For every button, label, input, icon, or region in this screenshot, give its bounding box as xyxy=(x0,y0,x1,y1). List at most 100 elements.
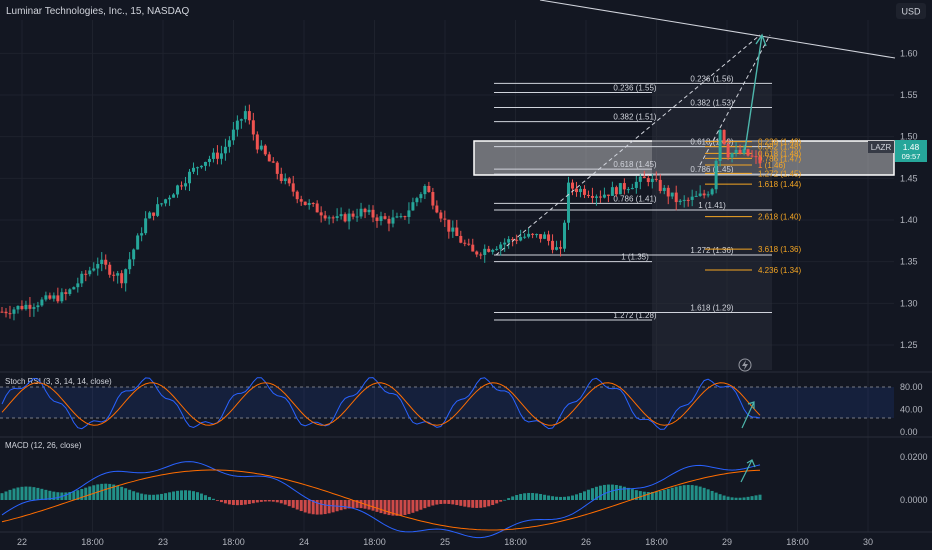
candle-body[interactable] xyxy=(578,188,582,193)
candle-body[interactable] xyxy=(383,216,387,219)
candle-body[interactable] xyxy=(754,156,758,158)
candle-body[interactable] xyxy=(60,292,64,302)
candle-body[interactable] xyxy=(271,161,275,163)
candle-body[interactable] xyxy=(614,187,618,195)
candle-body[interactable] xyxy=(247,111,251,121)
candle-body[interactable] xyxy=(423,185,427,195)
candle-body[interactable] xyxy=(307,203,311,206)
candle-body[interactable] xyxy=(710,189,714,195)
candle-body[interactable] xyxy=(511,239,515,241)
candle-body[interactable] xyxy=(72,287,76,290)
candle-body[interactable] xyxy=(231,129,235,141)
candle-body[interactable] xyxy=(263,145,267,155)
candle-body[interactable] xyxy=(36,305,40,308)
stoch-d-line[interactable] xyxy=(1,382,761,426)
candle-body[interactable] xyxy=(104,259,108,265)
candle-body[interactable] xyxy=(574,188,578,193)
candle-body[interactable] xyxy=(100,259,104,264)
candle-body[interactable] xyxy=(519,237,523,241)
candle-body[interactable] xyxy=(191,167,195,172)
candle-body[interactable] xyxy=(459,235,463,243)
candle-body[interactable] xyxy=(32,307,36,309)
candle-body[interactable] xyxy=(650,178,654,183)
candle-body[interactable] xyxy=(251,120,255,135)
candle-body[interactable] xyxy=(351,213,355,217)
candle-body[interactable] xyxy=(523,236,527,238)
candle-body[interactable] xyxy=(411,202,415,211)
macd-line[interactable] xyxy=(1,461,761,539)
lightning-icon[interactable] xyxy=(738,358,752,372)
candle-body[interactable] xyxy=(243,111,247,120)
candle-body[interactable] xyxy=(195,167,199,169)
candle-body[interactable] xyxy=(622,183,626,190)
candle-body[interactable] xyxy=(690,196,694,200)
stoch-k-line[interactable] xyxy=(1,377,761,430)
candle-body[interactable] xyxy=(299,199,303,202)
candle-body[interactable] xyxy=(343,214,347,222)
candle-body[interactable] xyxy=(535,234,539,236)
candle-body[interactable] xyxy=(203,161,207,166)
candle-body[interactable] xyxy=(207,158,211,162)
candle-body[interactable] xyxy=(419,194,423,199)
candle-body[interactable] xyxy=(164,199,168,204)
candle-body[interactable] xyxy=(447,219,451,232)
candle-body[interactable] xyxy=(618,183,622,195)
candle-body[interactable] xyxy=(239,119,243,121)
candle-body[interactable] xyxy=(634,181,638,188)
candle-body[interactable] xyxy=(606,194,610,196)
candle-body[interactable] xyxy=(347,213,351,222)
candle-body[interactable] xyxy=(64,292,68,294)
candle-body[interactable] xyxy=(531,233,535,235)
candle-body[interactable] xyxy=(403,216,407,218)
candle-body[interactable] xyxy=(431,192,435,206)
candle-body[interactable] xyxy=(120,273,124,284)
candle-body[interactable] xyxy=(662,187,666,191)
candle-body[interactable] xyxy=(610,187,614,196)
candle-body[interactable] xyxy=(586,194,590,196)
candle-body[interactable] xyxy=(702,193,706,196)
candle-body[interactable] xyxy=(714,160,718,190)
candle-body[interactable] xyxy=(471,244,475,252)
candle-body[interactable] xyxy=(407,210,411,218)
candle-body[interactable] xyxy=(467,243,471,245)
candle-body[interactable] xyxy=(670,192,674,197)
candle-body[interactable] xyxy=(439,212,443,219)
candle-body[interactable] xyxy=(507,239,511,243)
candle-body[interactable] xyxy=(551,240,555,250)
candle-body[interactable] xyxy=(742,149,746,154)
candle-body[interactable] xyxy=(335,216,339,218)
candle-body[interactable] xyxy=(180,185,184,187)
candle-body[interactable] xyxy=(654,178,658,180)
candle-body[interactable] xyxy=(738,149,742,154)
candle-body[interactable] xyxy=(367,209,371,213)
candle-body[interactable] xyxy=(686,199,690,201)
candle-body[interactable] xyxy=(427,185,431,193)
candle-body[interactable] xyxy=(112,274,116,276)
candle-body[interactable] xyxy=(758,156,762,164)
candle-body[interactable] xyxy=(678,200,682,203)
candle-body[interactable] xyxy=(658,179,662,191)
candle-body[interactable] xyxy=(283,178,287,182)
candle-body[interactable] xyxy=(495,248,499,250)
candle-body[interactable] xyxy=(682,199,686,201)
candle-body[interactable] xyxy=(20,305,24,310)
candle-body[interactable] xyxy=(199,165,203,168)
candle-body[interactable] xyxy=(48,295,52,299)
candle-body[interactable] xyxy=(311,203,315,205)
candle-body[interactable] xyxy=(451,227,455,232)
candle-body[interactable] xyxy=(539,234,543,239)
candle-body[interactable] xyxy=(698,193,702,196)
candle-body[interactable] xyxy=(24,304,28,310)
candle-body[interactable] xyxy=(128,259,132,270)
candle-body[interactable] xyxy=(391,217,395,224)
candle-body[interactable] xyxy=(172,194,176,198)
candle-body[interactable] xyxy=(140,233,144,236)
candle-body[interactable] xyxy=(567,182,571,223)
candle-body[interactable] xyxy=(750,155,754,157)
candle-body[interactable] xyxy=(563,222,567,249)
candle-body[interactable] xyxy=(730,153,734,158)
candle-body[interactable] xyxy=(8,313,12,315)
candle-body[interactable] xyxy=(16,305,20,310)
candle-body[interactable] xyxy=(455,227,459,236)
